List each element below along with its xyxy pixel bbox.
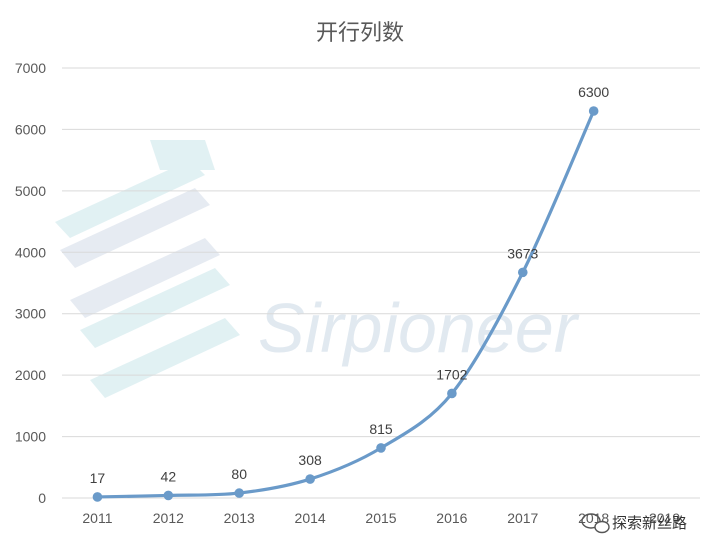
data-label: 308 xyxy=(298,452,322,468)
x-tick-label: 2015 xyxy=(365,510,396,526)
wechat-icon xyxy=(581,513,610,534)
data-point xyxy=(163,490,174,501)
x-tick-label: 2013 xyxy=(224,510,255,526)
x-tick-label: 2011 xyxy=(82,510,112,526)
y-tick-label: 1000 xyxy=(15,429,46,445)
data-point xyxy=(92,492,103,502)
data-point xyxy=(588,106,599,116)
data-point xyxy=(447,388,457,399)
x-tick-label: 2012 xyxy=(153,510,184,526)
sirpioneer-logo-icon xyxy=(55,140,240,398)
x-tick-label: 2014 xyxy=(295,510,326,526)
x-tick-label: 2019 xyxy=(649,510,680,526)
chart-title: 开行列数 xyxy=(316,21,404,46)
data-label: 1702 xyxy=(436,366,467,382)
y-tick-label: 2000 xyxy=(15,367,46,383)
y-tick-label: 3000 xyxy=(15,306,46,322)
data-label: 42 xyxy=(161,468,177,484)
x-tick-label: 2016 xyxy=(436,510,467,526)
data-label: 3673 xyxy=(507,245,538,261)
y-tick-label: 7000 xyxy=(15,60,46,76)
data-point xyxy=(376,443,386,453)
footer-text: 探索新丝路 xyxy=(612,514,687,532)
y-tick-label: 0 xyxy=(38,490,46,506)
y-axis: 0 1000 2000 3000 4000 5000 6000 7000 xyxy=(15,60,46,506)
data-point xyxy=(517,267,528,278)
watermark-text: Sirpioneer xyxy=(258,289,580,367)
data-label: 815 xyxy=(369,421,393,437)
data-point xyxy=(234,488,245,498)
y-tick-label: 4000 xyxy=(15,244,46,260)
data-label: 17 xyxy=(90,470,106,486)
data-labels: 17 42 80 308 815 1702 3673 6300 xyxy=(90,84,610,486)
x-tick-label: 2017 xyxy=(507,510,538,526)
y-tick-label: 5000 xyxy=(15,183,46,199)
series-layer xyxy=(92,106,599,502)
data-point xyxy=(305,474,315,484)
data-label: 80 xyxy=(231,466,247,482)
y-tick-label: 6000 xyxy=(15,121,46,137)
x-axis: 2011 2012 2013 2014 2015 2016 2017 2018 2019 xyxy=(82,510,680,526)
data-label: 6300 xyxy=(578,84,609,100)
